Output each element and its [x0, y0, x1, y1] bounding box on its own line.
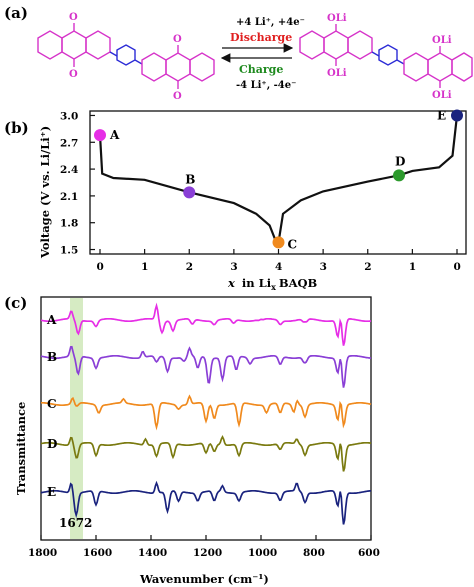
- marker-label-e: E: [437, 108, 446, 122]
- ftir-y-title: Transmittance: [14, 402, 28, 495]
- panel-c-label: (c): [4, 294, 27, 312]
- spectrum-label-a: A: [46, 313, 57, 327]
- discharge-label: Discharge: [230, 31, 292, 44]
- li4-baqb-structure: [299, 24, 473, 88]
- spectrum-c: [41, 394, 372, 431]
- carbonyl-o-3: O: [173, 34, 182, 45]
- state-markers: A B C D E: [94, 108, 463, 251]
- wavenumber-tick-label: 1000: [248, 547, 277, 559]
- wavenumber-tick-label: 800: [303, 547, 325, 559]
- marker-e: [451, 109, 463, 122]
- wavenumber-tick-label: 600: [358, 547, 380, 559]
- charge-label: Charge: [239, 63, 283, 76]
- voltage-plot-frame: [89, 110, 467, 255]
- voltage-x-tick-label: 0: [454, 261, 461, 273]
- spectrum-b: [40, 345, 372, 388]
- reverse-condition: -4 Li⁺, -4e⁻: [236, 80, 296, 91]
- voltage-y-tick-label: 3.0: [60, 110, 78, 122]
- marker-a: [94, 129, 106, 142]
- marker-label-d: D: [395, 154, 405, 168]
- voltage-y-tick-label: 1.5: [60, 245, 78, 257]
- lithium-enolate-1: OLi: [327, 13, 347, 24]
- marker-d: [392, 169, 405, 182]
- carbonyl-o-1: O: [69, 12, 78, 23]
- voltage-x-tick-label: 0: [97, 261, 104, 273]
- spectrum-e: [40, 480, 372, 525]
- lithium-enolate-2: OLi: [327, 68, 347, 79]
- voltage-x-tick-label: 3: [230, 261, 237, 273]
- marker-b: [183, 186, 196, 199]
- voltage-x-tick-label: 4: [275, 261, 282, 273]
- spectrum-label-d: D: [47, 437, 57, 451]
- voltage-axis-title: Voltage (V vs. Li/Li⁺): [38, 126, 52, 259]
- marker-label-c: C: [288, 237, 298, 251]
- spectrum-d: [40, 435, 372, 472]
- voltage-y-tick-label: 1.8: [60, 218, 78, 230]
- voltage-x-tick-label: 2: [186, 261, 193, 273]
- voltage-axes: 1.5 1.8 2.1 2.4 2.7 3.0 0 1 2 3 4 3 2 1 0: [60, 110, 461, 273]
- voltage-x-tick-label: 1: [141, 261, 148, 273]
- spectrum-label-e: E: [47, 485, 56, 499]
- panel-b-label: (b): [4, 119, 29, 137]
- reaction-arrows: [220, 43, 294, 63]
- spectrum-label-c: C: [47, 397, 57, 411]
- carbonyl-o-2: O: [69, 69, 78, 80]
- marker-label-a: A: [109, 128, 120, 142]
- ftir-x-title: Wavenumber (cm⁻¹): [139, 572, 269, 586]
- wavenumber-tick-label: 1800: [28, 547, 57, 559]
- lithium-enolate-3: OLi: [432, 35, 452, 46]
- marker-c: [272, 236, 285, 249]
- voltage-x-tick-label: 1: [409, 261, 416, 273]
- spectrum-a: [40, 302, 372, 346]
- voltage-x-title: x in Lix BAQB: [227, 276, 318, 292]
- voltage-x-tick-label: 2: [364, 261, 371, 273]
- carbonyl-o-4: O: [173, 91, 182, 102]
- voltage-y-tick-label: 2.1: [60, 191, 78, 203]
- wavenumber-tick-label: 1200: [193, 547, 222, 559]
- ftir-axes: 1800 1600 1400 1200 1000 800 600: [28, 535, 380, 559]
- spectrum-label-b: B: [47, 350, 57, 364]
- lithium-enolate-4: OLi: [432, 90, 452, 101]
- carbonyl-band-highlight: [70, 298, 83, 539]
- wavenumber-tick-label: 1600: [83, 547, 112, 559]
- forward-condition: +4 Li⁺, +4e⁻: [236, 17, 305, 28]
- baqb-structure: [37, 23, 215, 89]
- voltage-y-tick-label: 2.7: [60, 137, 78, 149]
- voltage-x-tick-label: 3: [320, 261, 327, 273]
- panel-a-label: (a): [4, 4, 28, 22]
- carbonyl-wavenumber-annotation: 1672: [59, 516, 92, 530]
- voltage-y-tick-label: 2.4: [60, 164, 78, 176]
- wavenumber-tick-label: 1400: [138, 547, 167, 559]
- marker-label-b: B: [185, 172, 195, 186]
- ftir-spectra: A B C D E: [40, 302, 372, 525]
